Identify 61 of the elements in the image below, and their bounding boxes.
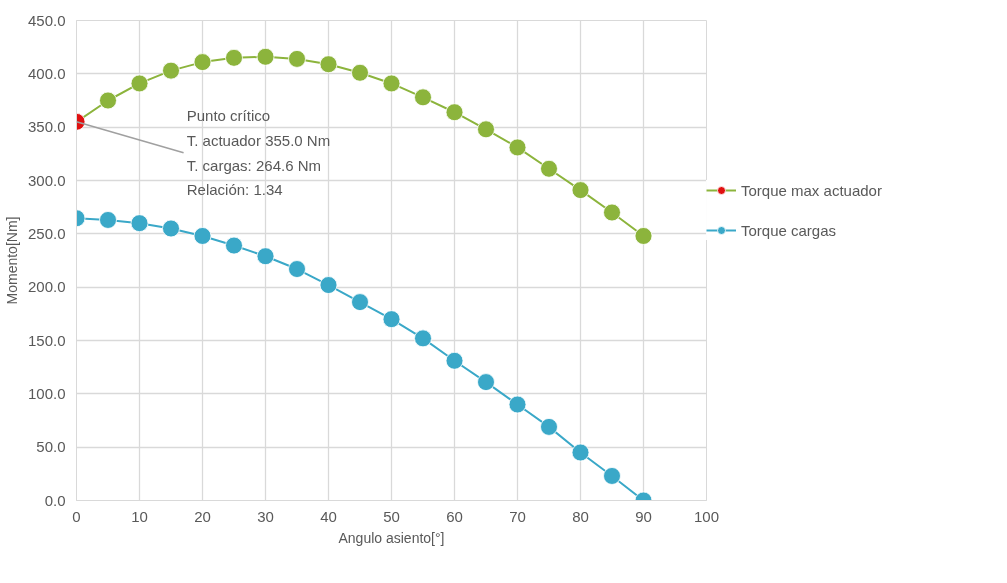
point — [382, 74, 401, 93]
x-tick-label: 70 — [509, 507, 526, 525]
y-tick-label: 0.0 — [44, 491, 66, 509]
point — [603, 467, 621, 485]
point — [477, 120, 495, 139]
point — [508, 138, 527, 157]
x-tick-label: 60 — [446, 507, 463, 525]
point — [193, 227, 212, 245]
y-tick-label: 150.0 — [27, 331, 66, 349]
point — [162, 219, 180, 238]
point — [382, 310, 401, 329]
point — [256, 247, 275, 266]
x-tick-label: 0 — [72, 507, 81, 525]
y-axis-title: Momento[Nm] — [3, 216, 20, 305]
legend-label: Torque cargas — [741, 221, 837, 239]
point — [445, 351, 464, 370]
y-tick-label: 250.0 — [27, 224, 66, 242]
point — [319, 55, 338, 74]
point — [351, 63, 369, 82]
point — [414, 88, 432, 107]
point — [130, 214, 149, 233]
annotation: Punto crítico T. actuador 355.0 Nm T. cargas: 264.6 Nm Relación: 1.34 — [186, 107, 331, 199]
point — [540, 159, 558, 178]
point — [256, 47, 275, 66]
point — [225, 48, 243, 67]
point — [571, 181, 590, 199]
y-tick-label: 400.0 — [27, 64, 66, 82]
point — [225, 236, 243, 255]
point — [99, 91, 117, 110]
point — [634, 227, 653, 245]
y-tick-label: 100.0 — [27, 384, 66, 402]
x-tick-label: 30 — [257, 507, 274, 525]
x-tick-label: 80 — [572, 507, 589, 525]
point — [319, 276, 338, 294]
x-tick-label: 100 — [693, 507, 720, 525]
point — [130, 74, 149, 93]
x-tick-label: 20 — [194, 507, 211, 525]
x-axis-title: Angulo asiento[°] — [338, 529, 445, 546]
y-tick-label: 200.0 — [27, 278, 66, 296]
point — [445, 103, 464, 122]
y-tick-label: 50.0 — [36, 438, 66, 456]
point — [603, 203, 621, 222]
x-tick-label: 50 — [383, 507, 400, 525]
x-tick-label: 90 — [635, 507, 652, 525]
point — [540, 418, 558, 436]
point — [477, 373, 495, 391]
y-tick-label: 350.0 — [27, 118, 66, 136]
point — [288, 50, 306, 68]
legend-label: Torque max actuador — [741, 181, 882, 199]
point — [414, 329, 432, 348]
y-tick-label: 450.0 — [27, 11, 66, 29]
point — [193, 53, 212, 71]
x-tick-label: 10 — [131, 507, 148, 525]
point — [508, 395, 527, 414]
point — [571, 443, 590, 462]
x-tick-label: 40 — [320, 507, 337, 525]
point — [162, 61, 180, 80]
point — [351, 293, 369, 311]
y-tick-label: 300.0 — [27, 171, 66, 189]
point — [288, 260, 306, 278]
point — [99, 211, 117, 229]
